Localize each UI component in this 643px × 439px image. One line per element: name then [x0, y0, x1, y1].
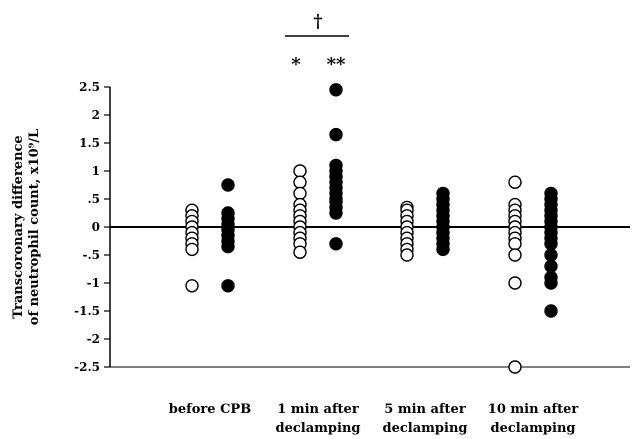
open-data-point [293, 175, 307, 189]
open-data-point [185, 279, 199, 293]
open-data-point [508, 248, 522, 262]
y-axis-label-line: Transcoronary difference [11, 135, 26, 318]
filled-data-point [329, 206, 343, 220]
filled-data-point [221, 178, 235, 192]
filled-data-point [329, 237, 343, 251]
category-label: declamping [491, 421, 576, 436]
filled-data-point [544, 259, 558, 273]
y-tick-label: 2.5 [79, 80, 100, 94]
category-label: declamping [276, 421, 361, 436]
y-tick-label: 0 [92, 220, 100, 234]
category-label: 5 min after [384, 402, 466, 417]
open-data-point [400, 248, 414, 262]
significance-annotations: †* ** [285, 11, 349, 75]
category-label: 1 min after [277, 402, 359, 417]
y-tick-label: -2.5 [74, 360, 100, 374]
y-tick-label: .5 [87, 192, 100, 206]
open-data-point [508, 360, 522, 374]
open-significance-mark: * [291, 54, 301, 75]
filled-data-point [329, 83, 343, 97]
open-data-point [508, 175, 522, 189]
y-tick-label: 1 [92, 164, 100, 178]
y-tick-label: -.5 [82, 248, 100, 262]
dagger-mark: † [313, 11, 322, 32]
x-axis-categories: before CPB 1 min after declamping 5 min aft… [169, 402, 579, 436]
y-tick-label: 2 [92, 108, 100, 122]
data-points [185, 83, 558, 374]
category-label: declamping [383, 421, 468, 436]
filled-data-point [221, 239, 235, 254]
category-label: 10 min after [488, 402, 579, 417]
filled-data-point [544, 248, 558, 262]
open-data-point [293, 186, 307, 201]
filled-data-point [544, 304, 558, 318]
filled-data-point [544, 276, 558, 290]
open-data-point [508, 276, 522, 290]
y-tick-label: -1 [87, 276, 100, 290]
y-tick-label: -1.5 [74, 304, 100, 318]
filled-data-point [544, 237, 558, 251]
y-tick-label: 1.5 [79, 136, 100, 150]
category-label: before CPB [169, 402, 251, 417]
y-axis-label-line: of neutrophil count, x10⁹/L [27, 129, 42, 325]
open-data-point [293, 245, 307, 259]
filled-significance-mark: ** [327, 54, 346, 75]
open-data-point [185, 242, 199, 257]
filled-data-point [436, 242, 450, 257]
filled-data-point [329, 127, 343, 142]
open-data-point [293, 164, 307, 178]
y-axis-label: Transcoronary difference of neutrophil co… [11, 129, 42, 325]
open-data-point [508, 237, 522, 251]
filled-data-point [221, 279, 235, 293]
y-tick-label: -2 [87, 332, 100, 346]
